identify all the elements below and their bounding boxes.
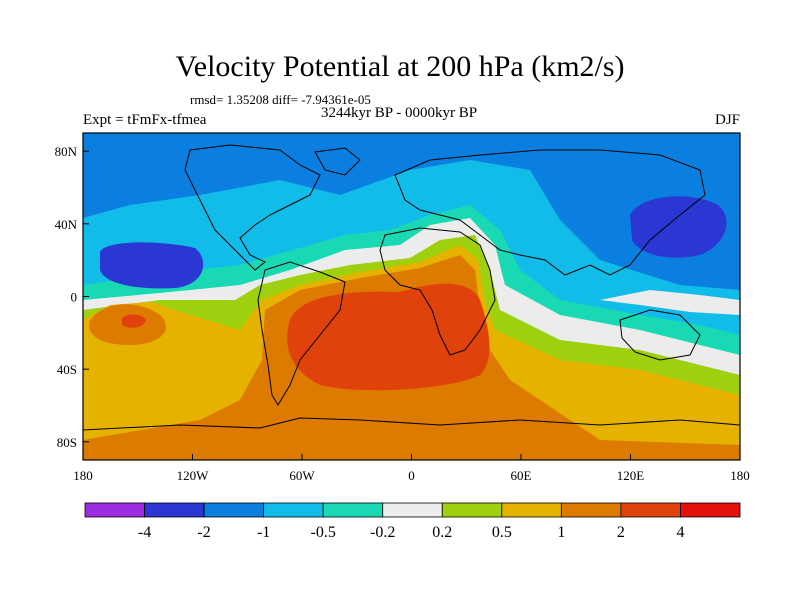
colorbar-swatch: [501, 502, 562, 518]
colorbar-swatch: [322, 502, 384, 518]
australia-outline: [619, 309, 701, 361]
colorbar-swatch: [560, 502, 622, 518]
x-axis: 180 120W 60W 0 60E 120E 180: [73, 454, 750, 483]
map-title: Velocity Potential at 200 hPa (km2/s): [175, 50, 625, 83]
x-tick-label: 120W: [177, 468, 210, 483]
y-tick-label: 80N: [55, 144, 78, 159]
season-label: DJF: [714, 112, 740, 128]
colorbar-swatch: [144, 502, 205, 518]
colorbar-swatch: [84, 502, 145, 518]
colorbar-label: -0.5: [311, 524, 336, 541]
coastlines: [83, 144, 740, 431]
colorbar-swatch: [382, 502, 443, 518]
colorbar-label: 1: [557, 524, 565, 541]
eurasia-outline: [394, 149, 706, 276]
x-tick-label: 0: [408, 468, 415, 483]
north-america-outline: [184, 144, 321, 271]
colorbar-swatch: [203, 502, 265, 518]
greenland-outline: [314, 147, 361, 176]
colorbar-label: -4: [138, 524, 151, 541]
field-core-red-orange: [287, 283, 490, 391]
period-label: 3244kyr BP - 0000kyr BP: [321, 105, 478, 121]
field-cell-dark-blue-asia: [630, 196, 727, 258]
colorbar-swatch: [263, 502, 324, 518]
x-tick-label: 60E: [511, 468, 532, 483]
africa-outline: [379, 227, 496, 356]
y-tick-label: 40N: [55, 217, 78, 232]
x-tick-label: 60W: [289, 468, 315, 483]
statistics-line: rmsd= 1.35208 diff= -7.94361e-05: [190, 92, 371, 107]
colorbar-label: 2: [617, 524, 625, 541]
field-cell-dark-blue-pacific: [100, 242, 204, 289]
field-band-white-pacific: [600, 290, 740, 315]
colorbar-label: 4: [676, 524, 684, 541]
y-tick-label: 40S: [57, 362, 77, 377]
colorbar-label: 0.2: [432, 524, 452, 541]
colorbar-label: -1: [257, 524, 270, 541]
south-america-outline: [257, 261, 346, 406]
colorbar-label: -2: [197, 524, 210, 541]
experiment-label: Expt = tFmFx-tfmea: [83, 112, 207, 128]
colorbar: -4 -2 -1 -0.5 -0.2 0.2 0.5 1 2 4: [84, 502, 741, 541]
y-axis: 80N 40N 0 40S 80S: [55, 144, 89, 450]
colorbar-swatch: [620, 502, 681, 518]
x-tick-label: 180: [730, 468, 750, 483]
x-tick-label: 180: [73, 468, 93, 483]
antarctica-outline: [83, 417, 740, 431]
y-tick-label: 0: [71, 290, 78, 305]
colorbar-swatch: [441, 502, 503, 518]
x-tick-label: 120E: [617, 468, 645, 483]
contour-field: [83, 133, 740, 460]
field-band-light-blue-atlantic: [140, 202, 300, 231]
colorbar-label: -0.2: [370, 524, 395, 541]
field-core-pacific: [122, 314, 146, 328]
y-tick-label: 80S: [57, 435, 77, 450]
colorbar-swatch: [680, 502, 741, 518]
colorbar-label: 0.5: [492, 524, 512, 541]
